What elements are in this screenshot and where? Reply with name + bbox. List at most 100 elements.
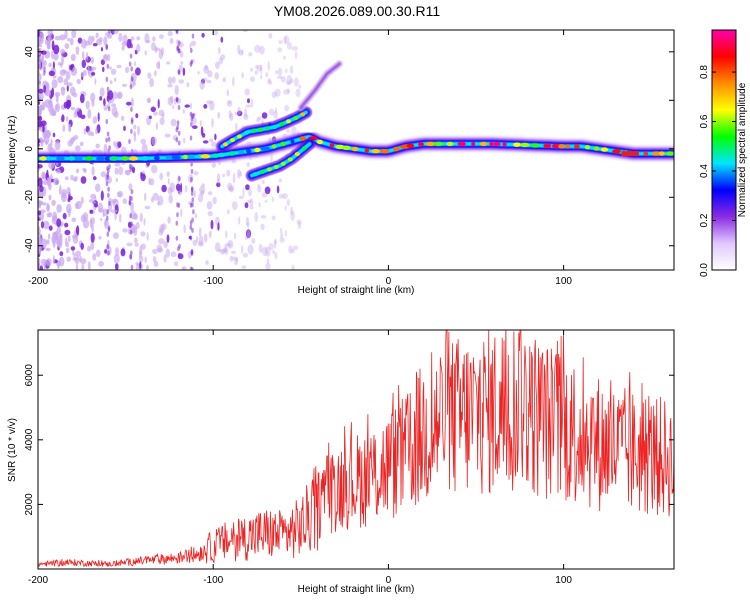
- scatter-blob: [39, 185, 44, 193]
- colorbar-tick-label: 0.0: [699, 263, 710, 277]
- scatter-blob: [286, 129, 291, 133]
- scatter-streak: [129, 84, 133, 90]
- scatter-blob: [146, 264, 149, 270]
- ridge-core: [104, 156, 112, 161]
- scatter-streak: [177, 40, 181, 46]
- scatter-streak: [191, 217, 194, 223]
- scatter-blob: [110, 209, 118, 213]
- scatter-streak: [177, 140, 181, 146]
- ridge-core: [643, 151, 649, 156]
- spectral-ridge: [38, 128, 674, 167]
- scatter-streak: [178, 243, 181, 249]
- scatter-blob: [170, 251, 177, 258]
- scatter-blob: [262, 246, 268, 257]
- scatter-streak: [107, 186, 110, 192]
- x-tick-label: -200: [28, 276, 48, 287]
- scatter-blob: [51, 199, 56, 206]
- scatter-blob: [87, 65, 90, 75]
- colorbar-tick-label: 0.8: [699, 65, 710, 79]
- scatter-streak: [190, 250, 194, 256]
- scatter-blob: [48, 62, 52, 68]
- scatter-streak: [175, 137, 179, 143]
- scatter-blob: [273, 240, 277, 249]
- scatter-streak: [190, 187, 194, 193]
- spectrogram-plot-area: [38, 30, 674, 270]
- ridge-core: [493, 141, 501, 147]
- scatter-blob: [70, 86, 76, 96]
- scatter-blob: [83, 168, 87, 174]
- scatter-blob: [290, 206, 294, 216]
- scatter-streak: [190, 168, 194, 174]
- scatter-blob: [202, 140, 209, 144]
- scatter-blob: [112, 91, 118, 100]
- scatter-blob: [258, 243, 263, 253]
- y-tick-label: 6000: [24, 364, 35, 387]
- scatter-blob: [41, 171, 46, 180]
- scatter-blob: [38, 262, 41, 269]
- scatter-streak: [129, 213, 132, 219]
- scatter-blob: [79, 93, 85, 104]
- scatter-blob: [286, 198, 291, 207]
- scatter-blob: [178, 79, 185, 84]
- scatter-blob: [114, 167, 119, 175]
- scatter-blob: [44, 129, 51, 138]
- ridge-core: [565, 144, 571, 149]
- snr-series-line: [38, 330, 674, 567]
- scatter-blob: [224, 243, 227, 253]
- spectrogram-y-ticks: -40 -20 0 20 40: [24, 46, 674, 253]
- scatter-blob: [198, 193, 204, 203]
- scatter-blob: [290, 248, 295, 254]
- scatter-streak: [189, 266, 193, 270]
- scatter-blob: [211, 118, 214, 128]
- scatter-blob: [97, 112, 100, 122]
- scatter-blob: [241, 265, 247, 269]
- scatter-blob: [179, 50, 184, 58]
- scatter-blob: [203, 104, 208, 109]
- scatter-blob: [249, 76, 256, 82]
- scatter-streak: [129, 38, 132, 44]
- scatter-blob: [46, 202, 50, 211]
- scatter-blob: [57, 62, 63, 66]
- colorbar-tick-label: 0.6: [699, 114, 710, 128]
- scatter-blob: [38, 120, 43, 128]
- scatter-blob: [199, 81, 205, 90]
- scatter-blob: [48, 194, 52, 201]
- ridge-core: [299, 136, 306, 141]
- scatter-blob: [91, 166, 95, 176]
- ridge-core: [96, 156, 105, 161]
- scatter-blob: [164, 133, 171, 138]
- scatter-streak: [190, 177, 193, 182]
- scatter-blob: [247, 199, 252, 204]
- scatter-blob: [194, 213, 198, 219]
- scatter-blob: [92, 253, 97, 261]
- scatter-blob: [128, 183, 133, 191]
- scatter-blob: [232, 76, 235, 87]
- scatter-streak: [177, 130, 181, 136]
- scatter-blob: [249, 198, 254, 206]
- scatter-blob: [93, 176, 97, 181]
- scatter-blob: [135, 113, 139, 119]
- scatter-blob: [261, 112, 268, 119]
- scatter-blob: [90, 92, 96, 103]
- scatter-blob: [220, 248, 226, 255]
- scatter-blob: [158, 49, 163, 60]
- scatter-blob: [199, 120, 202, 127]
- scatter-blob: [125, 66, 130, 73]
- scatter-blob: [66, 82, 73, 87]
- scatter-blob: [208, 138, 214, 143]
- scatter-blob: [201, 32, 205, 38]
- scatter-streak: [175, 235, 179, 241]
- scatter-blob: [68, 123, 72, 133]
- scatter-blob: [244, 107, 248, 118]
- scatter-blob: [192, 239, 198, 246]
- scatter-streak: [130, 43, 133, 49]
- scatter-blob: [242, 252, 248, 258]
- scatter-blob: [94, 78, 97, 85]
- scatter-blob: [104, 249, 108, 254]
- ridge-core: [200, 154, 211, 159]
- scatter-blob: [42, 124, 45, 133]
- scatter-blob: [159, 34, 164, 39]
- scatter-blob: [218, 57, 223, 65]
- branch-core: [237, 134, 242, 139]
